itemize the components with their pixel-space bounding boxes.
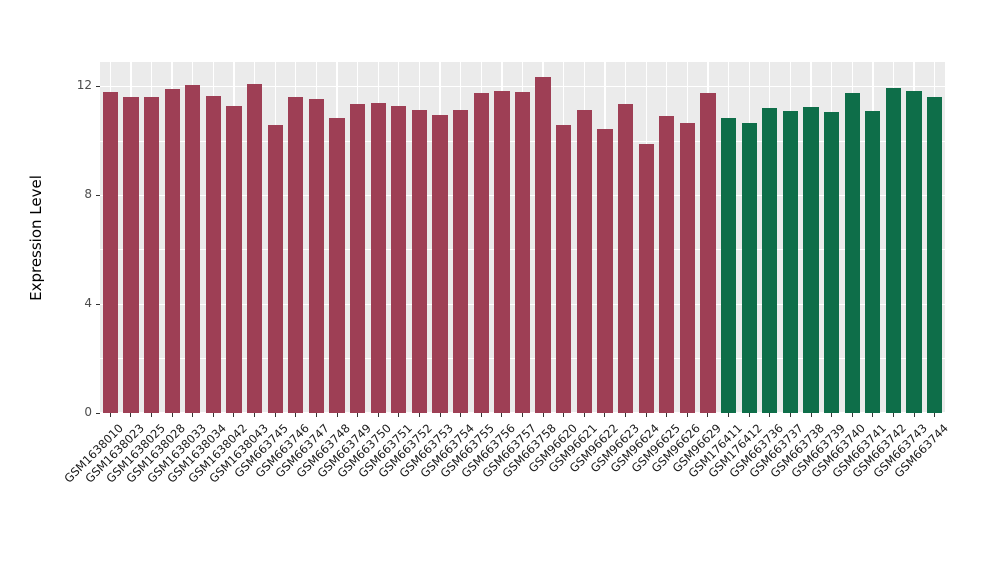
x-tick-mark (418, 413, 420, 417)
bar (246, 83, 263, 413)
x-tick-mark (522, 413, 523, 417)
bar (906, 90, 922, 413)
x-tick-mark (645, 413, 647, 417)
bar (782, 110, 799, 413)
bar (762, 108, 778, 413)
x-tick-mark (315, 413, 317, 417)
bar (576, 109, 592, 413)
y-tick-label: 12 (76, 78, 92, 93)
x-tick-mark (851, 413, 853, 417)
bar (720, 117, 737, 413)
x-tick-mark (934, 413, 936, 417)
bar (288, 97, 304, 413)
bar (102, 91, 118, 413)
bar (226, 105, 242, 413)
bar (617, 104, 634, 413)
x-tick-mark (233, 413, 235, 417)
bar (885, 87, 902, 413)
bar (411, 109, 428, 413)
bar (349, 104, 366, 413)
x-tick-mark (254, 413, 256, 417)
x-tick-mark (542, 413, 544, 417)
bar (659, 116, 675, 413)
x-tick-mark (810, 413, 812, 417)
x-tick-mark (604, 413, 606, 417)
bar (308, 98, 325, 413)
x-tick-mark (336, 413, 338, 417)
bar (164, 89, 180, 413)
x-tick-mark (583, 413, 585, 417)
y-tick-mark (96, 303, 100, 305)
bar (391, 105, 407, 413)
bar (370, 102, 386, 413)
x-tick-mark (109, 413, 111, 417)
bar (432, 115, 448, 413)
bar (741, 123, 757, 413)
bar (803, 106, 819, 413)
x-tick-mark (831, 413, 833, 417)
bar (597, 128, 613, 413)
x-tick-mark (398, 413, 400, 417)
plot-panel (100, 62, 945, 414)
bar (638, 143, 654, 413)
bar (824, 112, 840, 413)
bar (473, 93, 489, 413)
x-tick-mark (151, 413, 153, 417)
bar (556, 124, 572, 413)
x-tick-mark (728, 413, 730, 417)
x-tick-mark (913, 413, 915, 417)
x-tick-mark (439, 413, 441, 417)
y-tick-mark (96, 85, 100, 87)
x-tick-mark (625, 413, 627, 417)
x-tick-mark (501, 413, 503, 417)
bar (535, 76, 551, 413)
y-tick-mark (96, 194, 100, 196)
x-tick-mark (357, 413, 359, 417)
x-tick-mark (769, 413, 771, 417)
x-tick-mark (563, 413, 565, 417)
x-tick-mark (707, 413, 709, 417)
y-tick-label: 8 (84, 187, 92, 202)
bar (865, 110, 881, 413)
x-tick-mark (130, 413, 132, 417)
bar (267, 124, 283, 413)
x-tick-mark (295, 413, 297, 417)
bar (123, 97, 139, 413)
bar (453, 109, 469, 413)
bar (143, 97, 160, 413)
y-tick-mark (96, 412, 100, 414)
x-tick-mark (789, 413, 791, 417)
bar (514, 91, 531, 413)
x-tick-mark (666, 413, 668, 417)
bar (700, 93, 716, 413)
y-tick-label: 0 (84, 405, 92, 419)
bar (927, 97, 943, 413)
x-tick-mark (480, 413, 482, 417)
x-tick-mark (460, 413, 462, 417)
bar (844, 93, 860, 413)
bar (679, 123, 695, 413)
bar (185, 85, 201, 413)
x-tick-mark (377, 413, 379, 417)
x-tick-mark (171, 413, 173, 417)
y-tick-label: 4 (84, 296, 92, 311)
x-tick-mark (892, 413, 894, 417)
x-tick-mark (872, 413, 874, 417)
x-tick-mark (686, 413, 688, 417)
y-axis-title: Expression Level (27, 175, 45, 301)
x-tick-mark (212, 413, 214, 417)
bar (329, 117, 345, 413)
bar (205, 96, 221, 413)
x-tick-mark (274, 413, 276, 417)
bar (494, 90, 510, 413)
x-tick-mark (192, 413, 194, 417)
x-tick-mark (748, 413, 750, 417)
